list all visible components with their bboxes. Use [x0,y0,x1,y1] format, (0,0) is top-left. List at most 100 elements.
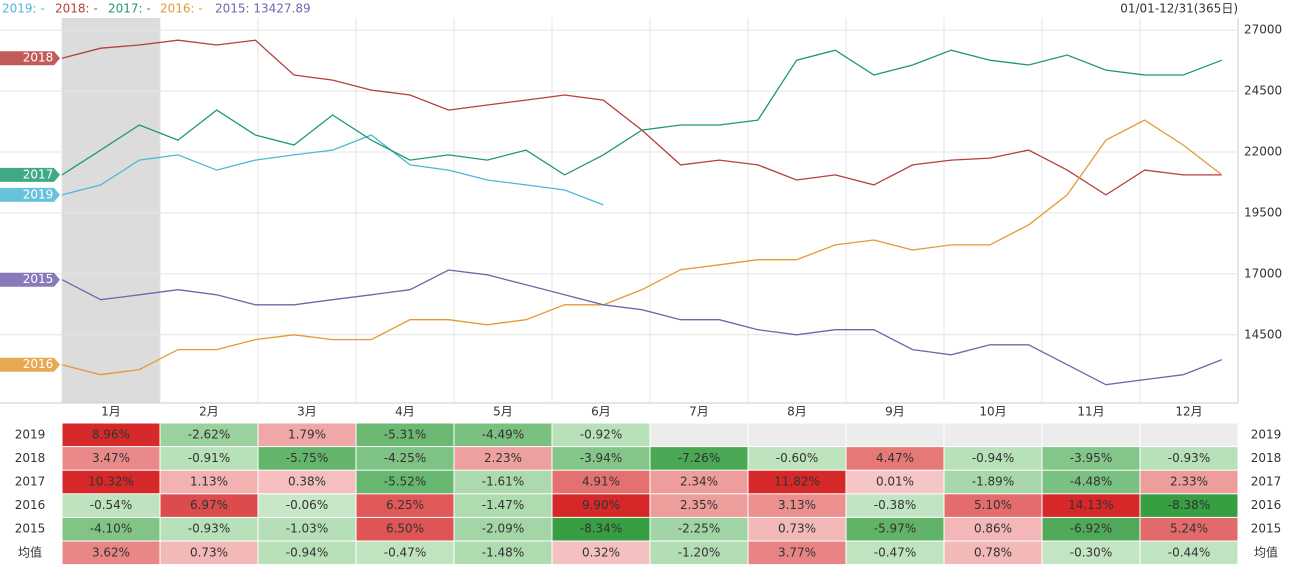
heat-cell [846,541,944,565]
cell-label: -5.97% [874,522,916,536]
heat-cell [748,470,846,494]
legend-entry: 2019: - [2,2,45,16]
cell-label: 2.34% [680,475,718,489]
heat-cell [356,447,454,470]
heat-cell [1042,517,1140,541]
heat-cell [356,517,454,541]
heat-cell [944,423,1042,447]
heat-cell [944,494,1042,517]
cell-label: -8.34% [580,522,622,536]
cell-label: -0.93% [1168,451,1210,465]
row-label: 2015 [15,522,46,536]
heat-cell [1140,494,1238,517]
heat-cell [1140,517,1238,541]
heat-cell [1042,447,1140,470]
heat-cell [160,447,258,470]
series-line [61,39,1222,196]
series-tag [0,51,60,66]
y-tick-label: 17000 [1244,266,1282,280]
cell-label: 1.13% [190,475,228,489]
cell-label: -4.25% [384,451,426,465]
cell-label: 3.62% [92,545,130,559]
cell-label: 5.24% [1170,522,1208,536]
month-label: 1月 [101,405,121,419]
series-line [61,269,1223,386]
cell-label: -1.20% [678,545,720,559]
cell-label: -0.91% [188,451,230,465]
cell-label: 3.13% [778,498,816,512]
heat-cell [356,470,454,494]
cell-label: 6.97% [190,498,228,512]
month-label: 4月 [395,405,415,419]
cell-label: 0.73% [778,522,816,536]
cell-label: -1.47% [482,498,524,512]
y-tick-label: 14500 [1244,327,1282,341]
cell-label: -0.60% [776,451,818,465]
heat-cell [258,517,356,541]
heat-cell [748,423,846,447]
heat-cell [62,517,160,541]
month-label: 5月 [493,405,513,419]
heat-cell [62,494,160,517]
heat-cell [944,517,1042,541]
month-label: 3月 [297,405,317,419]
heat-cell [258,470,356,494]
cell-label: -5.31% [384,427,426,441]
month-label: 7月 [689,405,709,419]
heat-cell [846,470,944,494]
row-label: 2015 [1251,522,1282,536]
heat-cell [258,494,356,517]
heat-cell [846,423,944,447]
y-tick-label: 22000 [1244,145,1282,159]
legend-entry: 2017: - [108,2,151,16]
heat-cell [748,447,846,470]
heat-cell [748,494,846,517]
heat-cell [160,423,258,447]
heat-cell [650,494,748,517]
cell-label: -0.93% [188,522,230,536]
heat-cell [356,494,454,517]
row-label: 2018 [15,451,46,465]
heat-cell [846,494,944,517]
y-tick-label: 24500 [1244,84,1282,98]
heat-cell [552,494,650,517]
cell-label: 2.35% [680,498,718,512]
cell-label: -1.48% [482,545,524,559]
month-label: 6月 [591,405,611,419]
heat-cell [846,447,944,470]
series-line [61,119,1223,376]
row-label: 均值 [1254,544,1278,559]
row-label: 均值 [18,544,42,559]
cell-label: -7.26% [678,451,720,465]
cell-label: 0.01% [876,475,914,489]
series-tag-label: 2015 [23,272,54,286]
heat-cell [1042,494,1140,517]
cell-label: -4.10% [90,522,132,536]
heat-cell [846,517,944,541]
series-tag [0,167,60,182]
cell-label: -8.38% [1168,498,1210,512]
cell-label: 6.25% [386,498,424,512]
series-tag [0,272,60,287]
cell-label: -0.44% [1168,545,1210,559]
heat-cell [454,541,552,565]
cell-label: -5.52% [384,475,426,489]
heat-cell [650,470,748,494]
cell-label: 8.96% [92,427,130,441]
series-tag [0,357,60,372]
row-label: 2017 [15,475,46,489]
row-label: 2017 [1251,475,1282,489]
series-tag-label: 2017 [23,167,54,181]
heat-cell [650,541,748,565]
cell-label: -2.09% [482,522,524,536]
heat-cell [62,541,160,565]
cell-label: -3.95% [1070,451,1112,465]
heat-cell [944,470,1042,494]
heat-cell [356,541,454,565]
cell-label: 9.90% [582,498,620,512]
heat-cell [454,447,552,470]
row-label: 2016 [1251,498,1282,512]
cell-label: 3.47% [92,451,130,465]
cell-label: -0.06% [286,498,328,512]
